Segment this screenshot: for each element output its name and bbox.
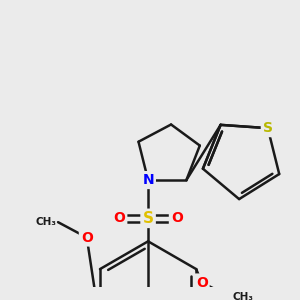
- Text: N: N: [142, 173, 154, 187]
- Text: O: O: [113, 211, 125, 225]
- Text: CH₃: CH₃: [232, 292, 254, 300]
- Text: S: S: [263, 121, 273, 135]
- Text: O: O: [196, 275, 208, 290]
- Text: O: O: [171, 211, 183, 225]
- Text: S: S: [142, 211, 154, 226]
- Text: CH₃: CH₃: [35, 217, 56, 227]
- Text: O: O: [81, 230, 93, 244]
